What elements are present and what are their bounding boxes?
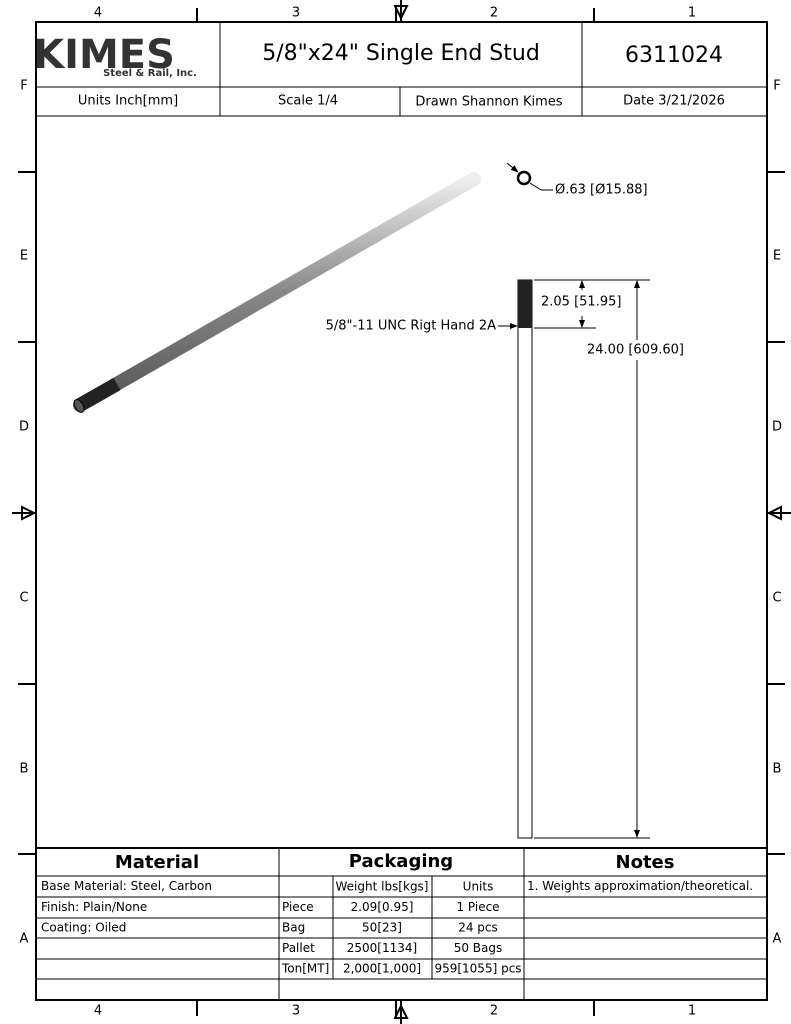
packaging-cell: 50 Bags [454,941,503,955]
logo-sub: Steel & Rail, Inc. [103,68,197,79]
units: Units Inch[mm] [78,94,178,109]
material-cell: Base Material: Steel, Carbon [41,879,212,893]
zone-label: 4 [94,6,102,21]
zone-label: A [773,932,782,947]
thread-length: 2.05 [51.95] [541,295,621,310]
material-cell: Finish: Plain/None [41,900,147,914]
zone-label: E [20,249,28,264]
title: 5/8"x24" Single End Stud [262,41,540,66]
material-cell: Coating: Oiled [41,921,126,935]
thread-iso [76,377,121,412]
packaging-column: Units [463,880,494,894]
packaging-cell: 50[23] [362,921,402,935]
stud-side [517,279,533,839]
zone-label: D [19,420,29,435]
logo: KIMES [33,32,175,78]
leader [529,182,542,191]
packaging-cell: 2,000[1,000] [343,962,421,976]
packaging-cell: Ton[MT] [281,962,329,976]
packaging-cell: Pallet [282,941,315,955]
packaging-cell: 24 pcs [458,921,498,935]
packaging-cell: 2.09[0.95] [351,900,414,914]
zone-label: 1 [688,1004,696,1019]
leader [506,162,519,173]
center-mark [393,0,409,22]
part-number: 6311024 [625,43,723,68]
zone-label: 2 [490,1004,498,1019]
table-header: Notes [616,852,675,873]
zone-label: F [773,79,780,94]
zone-label: 1 [688,6,696,21]
center-mark [393,1000,409,1024]
zone-label: 3 [292,1004,300,1019]
table-header: Material [115,852,199,873]
zone-label: B [20,762,29,777]
total-length: 24.00 [609.60] [587,343,684,358]
zone-label: F [20,79,27,94]
zone-label: 3 [292,6,300,21]
table-header: Packaging [349,851,453,872]
center-mark [766,505,791,521]
zone-label: D [772,420,782,435]
packaging-cell: 2500[1134] [347,941,417,955]
packaging-cell: 959[1055] pcs [434,962,521,976]
zone-label: 2 [490,6,498,21]
part-views [73,162,650,839]
diameter: Ø.63 [Ø15.88] [555,183,648,198]
labels: KIMES Steel & Rail, Inc. 5/8"x24" Single… [33,32,725,873]
date: Date 3/21/2026 [623,94,725,109]
thread-note: 5/8"-11 UNC Rigt Hand 2A [326,319,496,334]
zone-label: E [773,249,781,264]
packaging-column: Weight lbs[kgs] [335,880,428,894]
zone-label: B [773,762,782,777]
zone-label: C [772,591,781,606]
thread-side [518,280,532,328]
zone-label: C [19,591,28,606]
stud-end [73,399,85,413]
packaging-cell: Bag [282,921,305,935]
section-circle [516,170,532,186]
stud-iso [73,172,481,412]
packaging-cell: Piece [282,900,314,914]
packaging-cell: 1 Piece [456,900,499,914]
scale: Scale 1/4 [278,94,338,109]
center-mark [12,505,37,521]
note-cell: 1. Weights approximation/theoretical. [527,879,753,893]
drawn: Drawn Shannon Kimes [415,95,562,110]
zone-label: 4 [94,1004,102,1019]
zone-label: A [20,932,29,947]
